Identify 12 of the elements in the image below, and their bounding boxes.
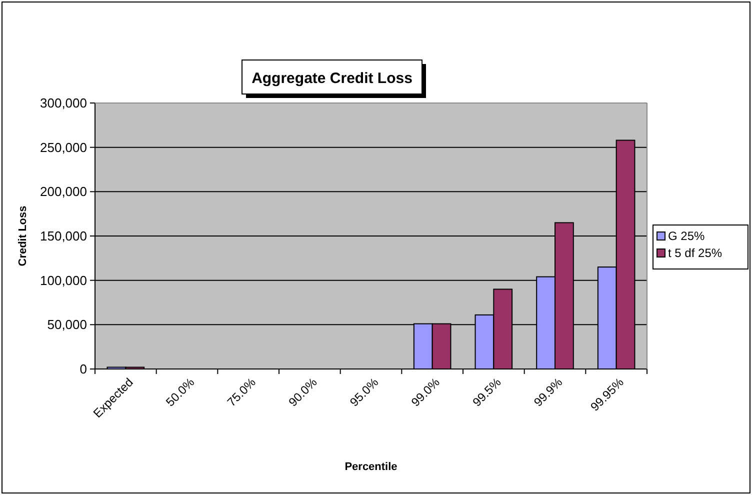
- legend-label: G 25%: [668, 229, 706, 243]
- y-axis-title: Credit Loss: [17, 206, 29, 266]
- y-tick-label: 150,000: [40, 228, 87, 244]
- y-tick-label: 200,000: [40, 184, 87, 200]
- legend-label: t 5 df 25%: [668, 246, 722, 260]
- y-tick-label: 100,000: [40, 272, 87, 288]
- y-tick-label: 300,000: [40, 96, 87, 111]
- chart-title: Aggregate Credit Loss: [252, 70, 412, 87]
- y-tick-label: 50,000: [47, 317, 87, 332]
- x-axis-title: Percentile: [344, 461, 398, 473]
- y-tick-label: 250,000: [40, 140, 87, 155]
- y-tick-label: 0: [80, 362, 87, 377]
